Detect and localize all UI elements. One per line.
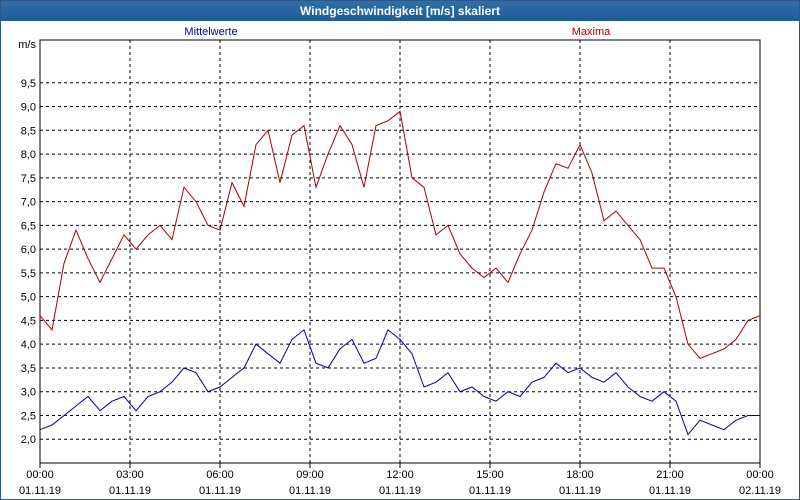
y-axis-unit: m/s xyxy=(18,39,36,51)
y-tick-label: 4,0 xyxy=(21,339,36,351)
y-tick-label: 5,0 xyxy=(21,292,36,304)
x-tick-date: 01.11.19 xyxy=(649,485,691,497)
x-tick-date: 01.11.19 xyxy=(379,485,421,497)
x-tick-time: 06:00 xyxy=(206,469,234,481)
x-tick-time: 09:00 xyxy=(296,469,324,481)
x-tick-time: 00:00 xyxy=(746,469,774,481)
y-tick-labels: 2,0 2,5 3,0 3,5 4,0 4,5 5,0 5,5 6,0 6,5 7,0 7,5 8,0 8… xyxy=(18,39,36,446)
x-tick-time: 15:00 xyxy=(476,469,504,481)
y-tick-label: 9,0 xyxy=(21,102,36,114)
y-tick-label: 6,0 xyxy=(21,244,36,256)
series-line-mittelwerte xyxy=(39,329,760,436)
y-tick-label: 2,0 xyxy=(21,434,36,446)
y-tick-label: 2,5 xyxy=(21,410,36,422)
y-tick-label: 8,0 xyxy=(21,149,36,161)
y-tick-label: 9,5 xyxy=(21,78,36,90)
plot-frame xyxy=(39,39,761,464)
x-tick-date: 01.11.19 xyxy=(289,485,331,497)
x-tick-date: 01.11.19 xyxy=(559,485,601,497)
legend: Mittelwerte Maxima xyxy=(184,26,611,38)
x-tick-date: 01.11.19 xyxy=(19,485,61,497)
wind-speed-chart: 2,0 2,5 3,0 3,5 4,0 4,5 5,0 5,5 6,0 6,5 7,0 7,5 8,0 8… xyxy=(18,26,781,497)
x-tick-time: 00:00 xyxy=(26,469,54,481)
x-tick-time: 18:00 xyxy=(566,469,594,481)
y-tick-label: 5,5 xyxy=(21,268,36,280)
legend-maxima: Maxima xyxy=(572,26,611,38)
x-tick-time: 21:00 xyxy=(656,469,684,481)
legend-mittelwerte: Mittelwerte xyxy=(184,26,237,38)
y-tick-label: 7,0 xyxy=(21,197,36,209)
y-tick-label: 7,5 xyxy=(21,173,36,185)
x-tick-date: 01.11.19 xyxy=(109,485,151,497)
x-tick-time: 12:00 xyxy=(386,469,414,481)
x-tick-date: 01.11.19 xyxy=(469,485,511,497)
x-tick-labels: 00:00 01.11.19 03:00 01.11.19 06:00 01.11.19 0… xyxy=(19,469,781,497)
series-lines xyxy=(39,110,761,436)
x-tick-date: 02.11.19 xyxy=(739,485,781,497)
x-tick-date: 01.11.19 xyxy=(199,485,241,497)
grid xyxy=(40,40,760,463)
series-line-maxima xyxy=(39,110,761,359)
x-tick-time: 03:00 xyxy=(116,469,144,481)
y-tick-label: 3,5 xyxy=(21,363,36,375)
y-tick-label: 3,0 xyxy=(21,387,36,399)
y-tick-label: 8,5 xyxy=(21,125,36,137)
y-tick-label: 6,5 xyxy=(21,220,36,232)
window-title: Windgeschwindigkeit [m/s] skaliert xyxy=(1,1,799,21)
axes xyxy=(39,39,761,468)
y-tick-label: 4,5 xyxy=(21,315,36,327)
